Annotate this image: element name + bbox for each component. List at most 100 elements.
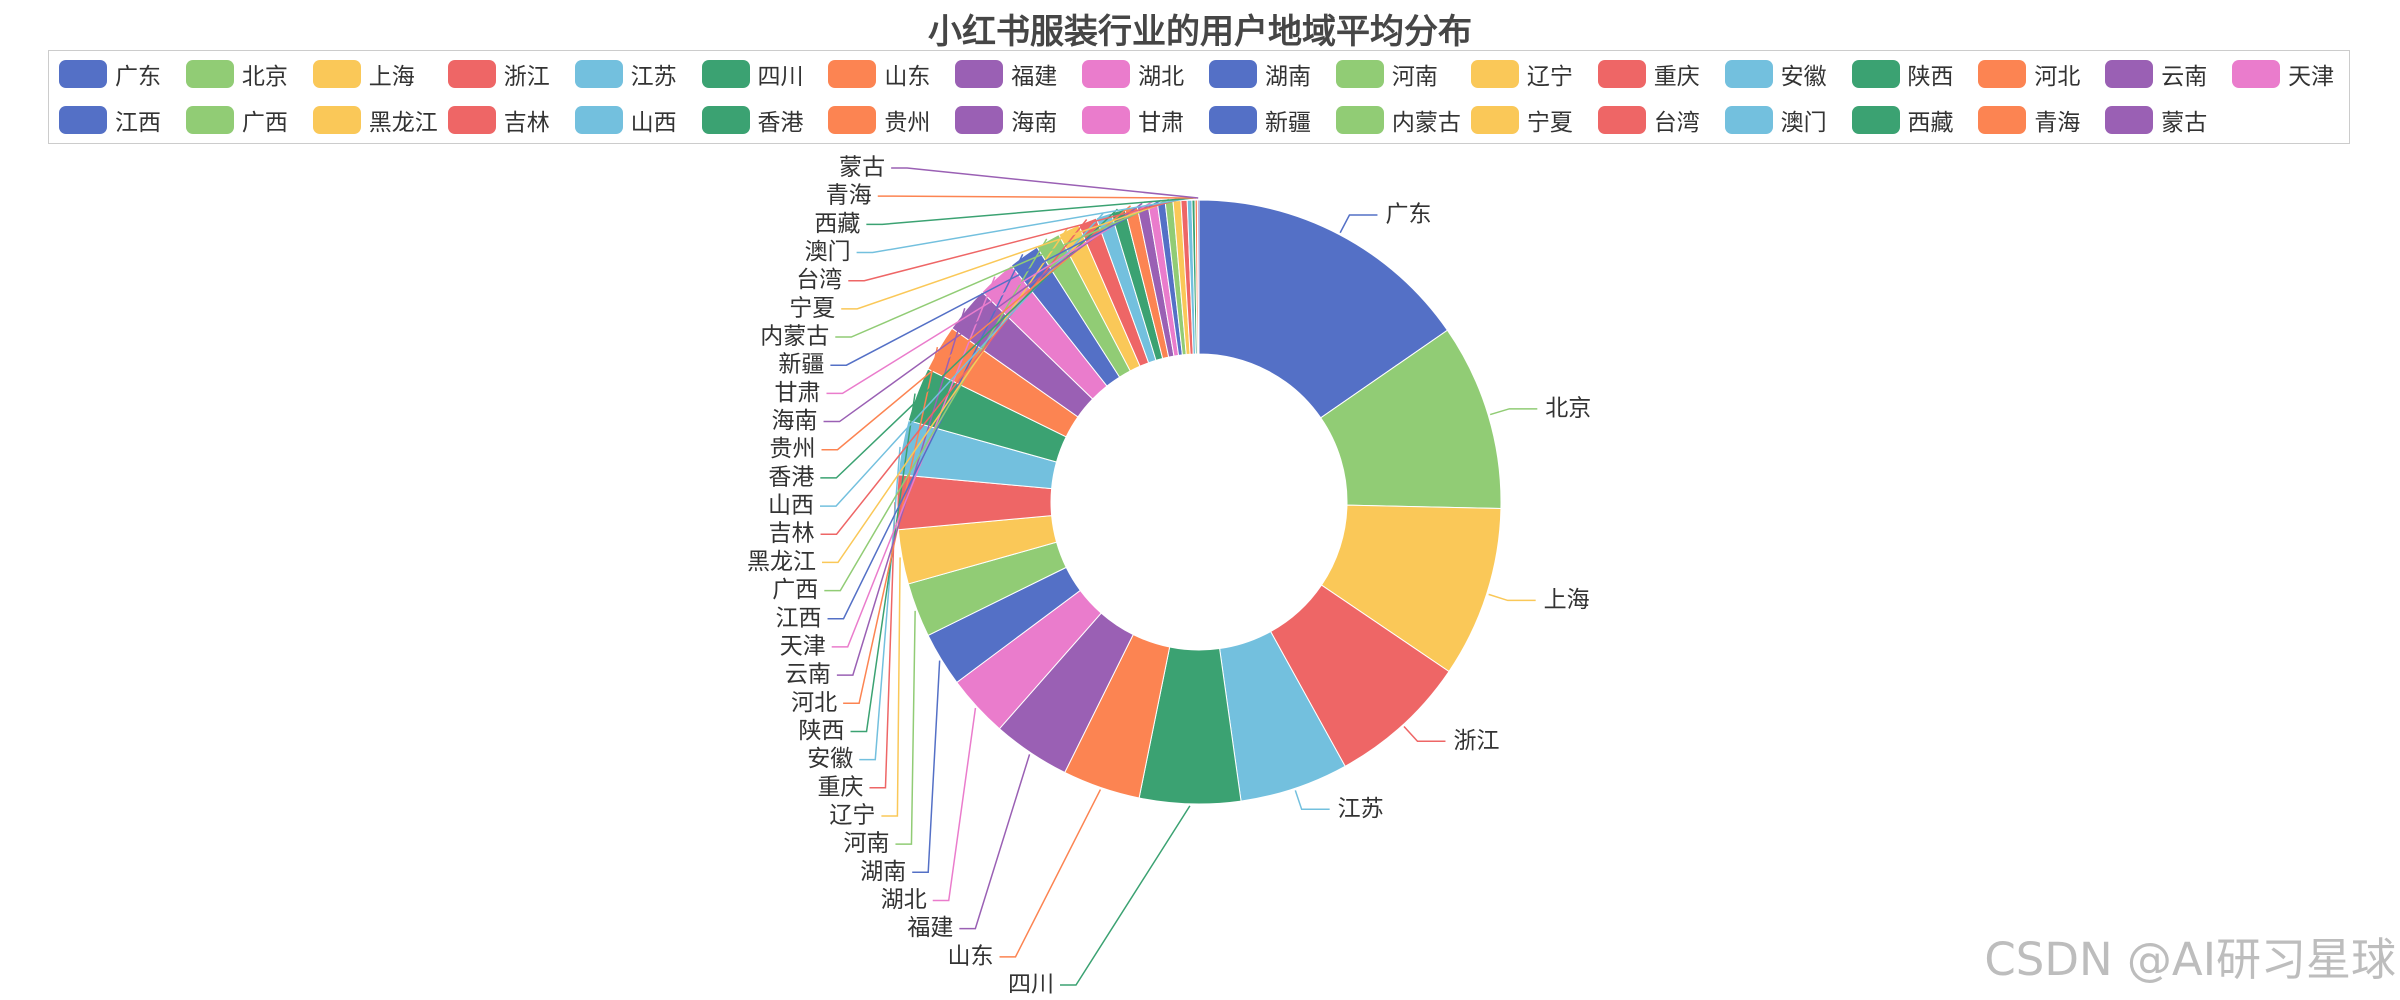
legend-item[interactable]: 云南: [2095, 51, 2222, 97]
legend-swatch: [1209, 106, 1257, 134]
legend-swatch: [574, 106, 623, 134]
leader-line: [820, 213, 1104, 507]
legend-swatch: [59, 106, 107, 134]
legend-item[interactable]: 陕西: [1842, 51, 1969, 97]
legend-label: 天津: [2288, 64, 2335, 90]
legend-item[interactable]: 黑龙江: [303, 97, 438, 143]
legend-item[interactable]: 台湾: [1588, 97, 1715, 143]
legend-item[interactable]: 辽宁: [1461, 51, 1588, 97]
legend-item[interactable]: 北京: [176, 51, 303, 97]
legend-item[interactable]: 宁夏: [1461, 97, 1588, 143]
legend-label: 四川: [757, 64, 804, 90]
leader-line: [1294, 790, 1330, 811]
legend-swatch: [1851, 106, 1900, 134]
slice-label: 香港: [768, 464, 814, 490]
slice-label: 内蒙古: [760, 324, 829, 350]
legend-label: 辽宁: [1526, 64, 1573, 90]
legend-item[interactable]: 吉林: [438, 97, 565, 143]
leader-line: [881, 557, 901, 817]
legend-label: 内蒙古: [1391, 110, 1461, 136]
legend-item[interactable]: 新疆: [1199, 97, 1326, 143]
legend-item[interactable]: 重庆: [1588, 51, 1715, 97]
legend-swatch: [1082, 106, 1131, 134]
slice-label: 云南: [785, 662, 831, 688]
slice-label: 重庆: [817, 774, 863, 800]
leader-line: [1489, 408, 1538, 416]
legend-swatch: [2105, 106, 2154, 134]
legend-item[interactable]: 江苏: [565, 51, 692, 97]
slice-label: 安徽: [807, 746, 853, 772]
legend-item[interactable]: 上海: [303, 51, 438, 97]
legend-item[interactable]: 海南: [945, 97, 1072, 143]
legend-item[interactable]: 河北: [1968, 51, 2095, 97]
legend-label: 广东: [115, 64, 161, 90]
legend-label: 澳门: [1780, 110, 1827, 136]
legend-item[interactable]: 四川: [692, 51, 819, 97]
legend-swatch: [312, 106, 361, 134]
legend-item[interactable]: 福建: [945, 51, 1072, 97]
legend-item[interactable]: 天津: [2222, 51, 2349, 97]
leader-line: [836, 308, 966, 676]
legend-item[interactable]: 甘肃: [1072, 97, 1199, 143]
legend-label: 河北: [2034, 64, 2081, 90]
legend-item[interactable]: 湖北: [1072, 51, 1199, 97]
legend-item[interactable]: 香港: [692, 97, 819, 143]
legend-swatch: [447, 60, 496, 88]
legend-label: 湖南: [1265, 64, 1311, 90]
slice-label: 西藏: [814, 211, 860, 237]
legend-item[interactable]: 山西: [565, 97, 692, 143]
legend-item[interactable]: 内蒙古: [1326, 97, 1461, 143]
slice-label: 新疆: [778, 352, 824, 378]
leader-line: [912, 660, 941, 874]
legend-label: 湖北: [1138, 64, 1185, 90]
legend-label: 宁夏: [1526, 110, 1573, 136]
legend-item[interactable]: 广西: [176, 97, 303, 143]
legend-item[interactable]: 安徽: [1715, 51, 1842, 97]
leader-line: [823, 202, 1143, 423]
legend-item[interactable]: 广东: [49, 51, 176, 97]
legend: 广东 北京 上海 浙江 江苏 四川 山东 福建 湖北 湖南 河南 辽宁 重庆 安徽 陕西 河北 云南 天津江西 广西…: [48, 50, 2350, 144]
slice-label: 青海: [826, 183, 872, 209]
legend-item[interactable]: 青海: [1968, 97, 2095, 143]
slice-label: 台湾: [796, 267, 842, 293]
legend-item[interactable]: 山东: [818, 51, 945, 97]
slice-label: 上海: [1544, 587, 1590, 613]
legend-label: 青海: [2034, 110, 2081, 136]
legend-swatch: [701, 106, 750, 134]
legend-label: 黑龙江: [368, 110, 438, 136]
legend-item[interactable]: 浙江: [438, 51, 565, 97]
legend-label: 山东: [884, 64, 931, 90]
legend-item[interactable]: 贵州: [818, 97, 945, 143]
legend-swatch: [955, 106, 1004, 134]
slice-label: 陕西: [799, 718, 845, 744]
legend-item[interactable]: 西藏: [1842, 97, 1969, 143]
legend-label: 上海: [368, 64, 415, 90]
legend-label: 香港: [757, 110, 804, 136]
leader-line: [891, 167, 1199, 199]
slice-label: 河北: [791, 690, 837, 716]
legend-swatch: [185, 106, 234, 134]
leader-line: [821, 205, 1132, 451]
slice-label: 湖南: [860, 859, 906, 885]
legend-label: 陕西: [1907, 64, 1954, 90]
legend-label: 广西: [241, 110, 288, 136]
legend-swatch: [1851, 60, 1900, 88]
slice-label: 山东: [948, 943, 994, 969]
legend-swatch: [955, 60, 1004, 88]
slice-label: 北京: [1545, 395, 1591, 421]
slice-label: 宁夏: [789, 295, 835, 321]
legend-item[interactable]: 河南: [1326, 51, 1461, 97]
legend-item[interactable]: 蒙古: [2095, 97, 2222, 143]
donut-slice[interactable]: [1198, 199, 1449, 419]
slice-label: 贵州: [769, 436, 815, 462]
legend-label: 安徽: [1780, 64, 1827, 90]
donut-slice[interactable]: [1196, 199, 1200, 355]
legend-item[interactable]: 湖南: [1199, 51, 1326, 97]
legend-item[interactable]: 江西: [49, 97, 176, 143]
legend-swatch: [2105, 60, 2154, 88]
legend-item[interactable]: 澳门: [1715, 97, 1842, 143]
legend-label: 河南: [1391, 64, 1438, 90]
slice-label: 蒙古: [839, 155, 885, 181]
legend-label: 新疆: [1265, 110, 1311, 136]
legend-swatch: [1724, 60, 1773, 88]
